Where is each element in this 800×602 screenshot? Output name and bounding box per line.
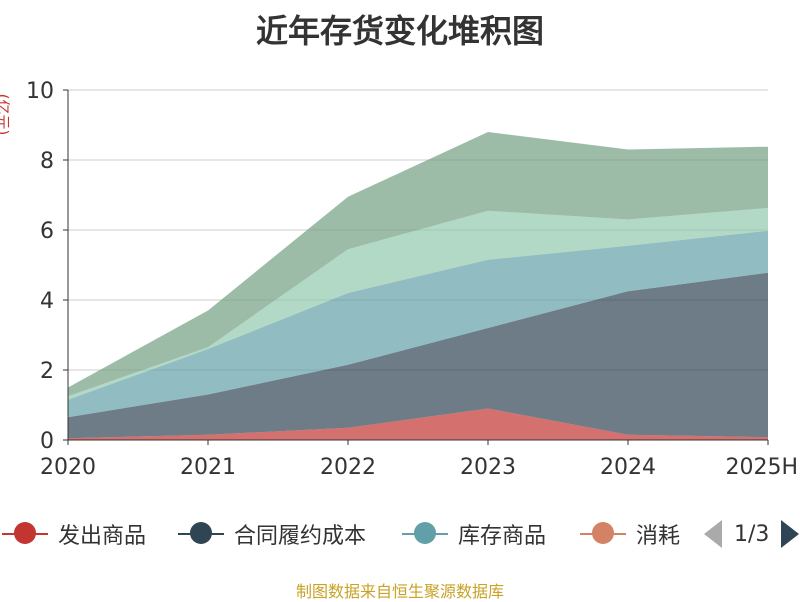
legend-line-icon xyxy=(402,522,448,544)
legend-label: 消耗 xyxy=(636,524,681,549)
legend: 发出商品 合同履约成本 库存商品 消耗 xyxy=(0,516,800,552)
x-tick-label: 2020 xyxy=(40,455,96,480)
legend-next-icon[interactable] xyxy=(781,520,800,548)
y-tick-label: 2 xyxy=(40,359,54,384)
x-tick-label: 2024 xyxy=(600,455,656,480)
legend-circle-icon xyxy=(414,522,436,544)
stacked-area-chart: 0 2 4 6 8 10 2020 2021 2022 2023 2024 2025H xyxy=(26,79,798,480)
y-tick-label: 10 xyxy=(26,79,54,104)
area-series-3[interactable] xyxy=(68,230,768,418)
legend-pager: 1/3 xyxy=(700,516,800,552)
legend-item[interactable]: 发出商品 xyxy=(2,516,146,552)
legend-label: 库存商品 xyxy=(458,524,547,549)
x-tick-label: 2023 xyxy=(460,455,516,480)
area-series-4[interactable] xyxy=(68,207,768,400)
legend-circle-icon xyxy=(14,522,36,544)
area-series-5[interactable] xyxy=(68,132,768,397)
y-tick-label: 8 xyxy=(40,149,54,174)
legend-line-icon xyxy=(178,522,224,544)
data-source-note: 制图数据来自恒生聚源数据库 xyxy=(295,582,504,601)
area-series xyxy=(68,132,768,440)
y-tick-label: 4 xyxy=(40,289,54,314)
x-tick-label: 2021 xyxy=(180,455,236,480)
y-tick-label: 6 xyxy=(40,219,54,244)
legend-label: 合同履约成本 xyxy=(234,524,367,549)
x-tick-label: 2025H xyxy=(725,455,798,480)
area-series-2[interactable] xyxy=(68,272,768,439)
legend-line-icon xyxy=(580,522,626,544)
x-tick-label: 2022 xyxy=(320,455,376,480)
legend-prev-icon[interactable] xyxy=(704,520,722,548)
legend-circle-icon xyxy=(592,522,614,544)
area-series-1[interactable] xyxy=(68,408,768,441)
legend-label: 发出商品 xyxy=(58,524,147,549)
legend-item[interactable]: 库存商品 xyxy=(402,516,546,552)
legend-item[interactable]: 合同履约成本 xyxy=(178,516,366,552)
y-tick-label: 0 xyxy=(40,429,54,454)
axes: 0 2 4 6 8 10 2020 2021 2022 2023 2024 2025H xyxy=(26,79,798,480)
legend-line-icon xyxy=(2,522,48,544)
chart-title: 近年存货变化堆积图 xyxy=(255,12,544,50)
legend-circle-icon xyxy=(190,522,212,544)
legend-page-indicator: 1/3 xyxy=(734,521,770,547)
legend-item[interactable]: 消耗 xyxy=(580,516,680,552)
